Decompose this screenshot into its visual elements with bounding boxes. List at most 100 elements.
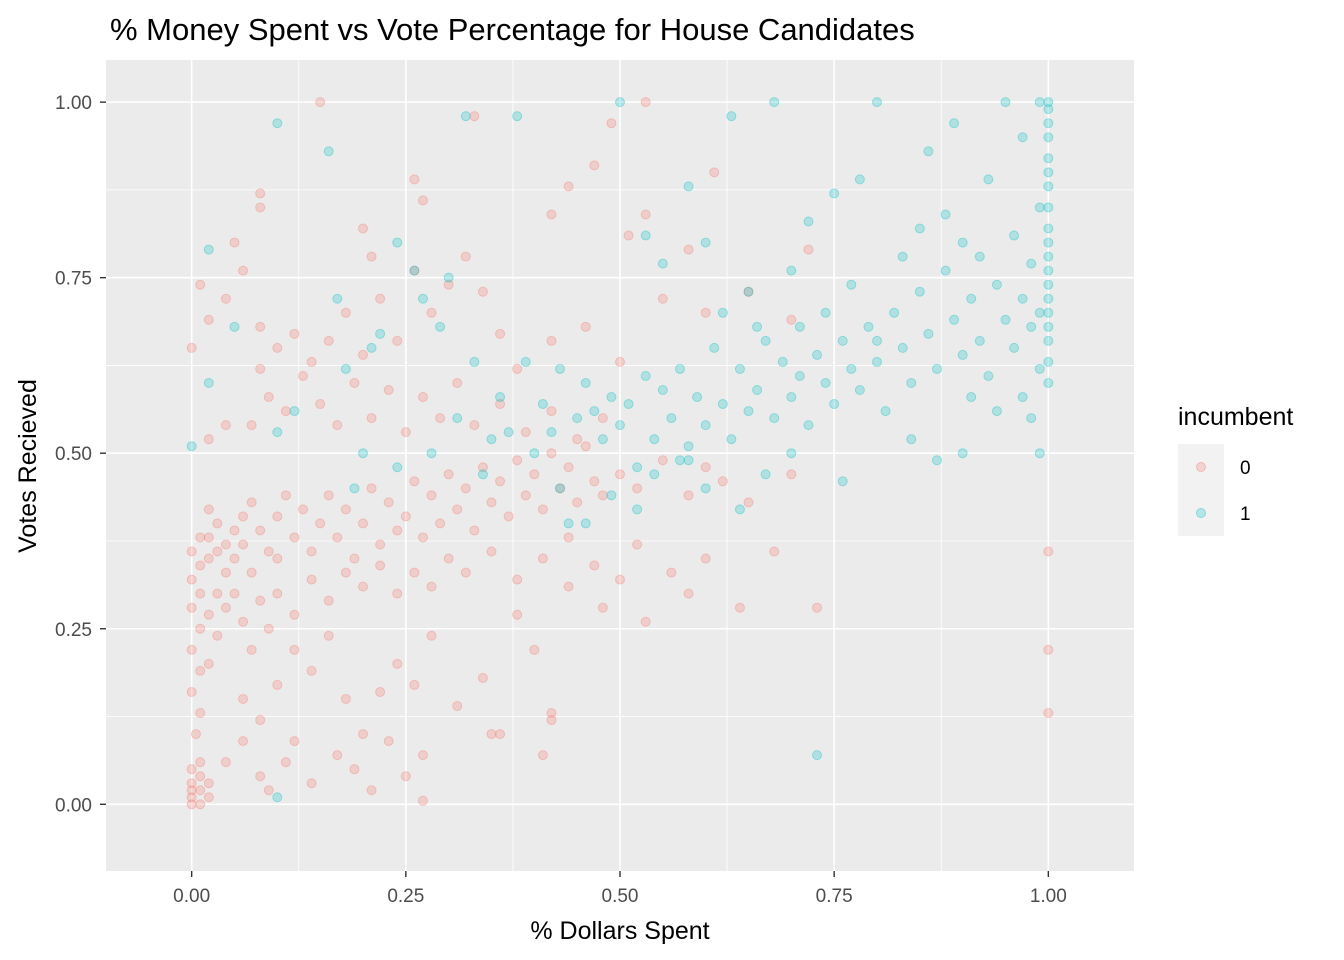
data-point (837, 476, 848, 487)
data-point (769, 97, 780, 108)
data-point (435, 321, 446, 332)
data-point (1043, 307, 1054, 318)
data-point (991, 406, 1002, 417)
data-point (272, 553, 283, 564)
x-tick-label: 1.00 (1030, 886, 1067, 907)
data-point (186, 764, 197, 775)
data-point (375, 293, 386, 304)
data-point (1043, 97, 1054, 108)
data-point (495, 392, 506, 403)
data-point (503, 427, 514, 438)
data-point (298, 370, 309, 381)
data-point (786, 469, 797, 480)
data-point (563, 462, 574, 473)
data-point (358, 518, 368, 529)
data-point (743, 497, 754, 508)
data-point (195, 623, 206, 634)
data-point (555, 483, 566, 494)
data-point (846, 363, 857, 374)
data-point (632, 539, 643, 550)
data-point (460, 111, 471, 122)
y-tick-label: 0.50 (55, 444, 92, 465)
data-point (306, 665, 317, 676)
legend: incumbent 0 1 (1178, 403, 1293, 536)
data-point (280, 406, 291, 417)
data-point (195, 588, 206, 599)
data-point (743, 406, 754, 417)
data-point (426, 448, 437, 459)
data-point (203, 314, 214, 325)
data-point (615, 469, 625, 480)
data-point (289, 644, 300, 655)
data-point (794, 321, 805, 332)
data-point (546, 335, 557, 346)
data-point (563, 518, 574, 529)
data-point (486, 497, 497, 508)
x-axis-ticks: 0.00 0.25 0.50 0.75 1.00 (173, 871, 1067, 907)
x-axis-title: % Dollars Spent (530, 917, 709, 945)
data-point (469, 420, 480, 431)
data-point (255, 771, 266, 782)
data-point (537, 553, 548, 564)
data-point (238, 265, 249, 276)
data-point (323, 490, 334, 501)
data-point (537, 750, 548, 761)
data-point (409, 265, 420, 276)
data-point (674, 363, 685, 374)
data-point (195, 279, 206, 290)
data-point (589, 160, 600, 171)
data-point (255, 715, 266, 726)
data-point (220, 567, 231, 578)
data-point (315, 518, 326, 529)
data-point (195, 771, 206, 782)
data-point (255, 363, 266, 374)
data-point (640, 370, 651, 381)
data-point (366, 342, 377, 353)
data-point (563, 581, 574, 592)
data-point (726, 434, 737, 445)
data-point (186, 686, 197, 697)
data-point (957, 237, 968, 248)
series-1-points (186, 97, 1054, 803)
data-point (340, 693, 351, 704)
data-point (203, 792, 214, 803)
data-point (820, 307, 831, 318)
data-point (1034, 307, 1045, 318)
data-point (272, 679, 283, 690)
data-point (1026, 321, 1037, 332)
data-point (666, 413, 677, 424)
data-point (786, 314, 797, 325)
data-point (400, 427, 411, 438)
data-point (615, 574, 625, 585)
data-point (786, 448, 797, 459)
data-point (392, 462, 403, 473)
data-point (700, 483, 711, 494)
data-point (1000, 314, 1011, 325)
legend-label-0: 0 (1240, 458, 1251, 479)
data-point (906, 434, 917, 445)
legend-key-0 (1196, 462, 1206, 472)
data-point (366, 251, 377, 262)
data-point (734, 504, 745, 515)
data-point (854, 174, 865, 185)
data-point (966, 392, 977, 403)
data-point (683, 490, 694, 501)
data-point (477, 672, 488, 683)
data-point (829, 399, 840, 410)
data-point (606, 118, 617, 129)
data-point (272, 118, 283, 129)
data-point (803, 244, 814, 255)
data-point (289, 532, 300, 543)
data-point (872, 335, 882, 346)
data-point (726, 111, 737, 122)
data-point (1043, 708, 1054, 719)
data-point (229, 588, 240, 599)
data-point (417, 195, 428, 206)
x-tick-label: 0.00 (173, 886, 210, 907)
data-point (186, 792, 197, 803)
data-point (1043, 167, 1054, 178)
data-point (255, 321, 266, 332)
data-point (760, 469, 771, 480)
data-point (332, 293, 343, 304)
data-point (263, 623, 274, 634)
